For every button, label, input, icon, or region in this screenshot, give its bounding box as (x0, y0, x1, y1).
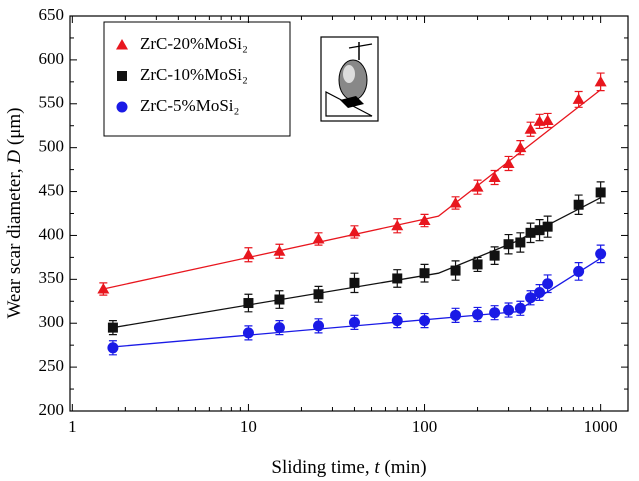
marker (542, 278, 554, 290)
y-tick-label: 600 (39, 49, 65, 68)
marker (595, 248, 607, 260)
marker (117, 71, 127, 81)
fit-line (112, 197, 601, 329)
y-tick-label: 200 (39, 400, 65, 419)
marker (594, 75, 607, 87)
marker (541, 114, 554, 125)
marker (273, 322, 285, 334)
x-tick-label: 10 (240, 417, 257, 436)
marker (116, 101, 128, 113)
marker (573, 199, 584, 210)
marker (450, 309, 462, 321)
marker (514, 302, 526, 314)
marker (595, 187, 606, 198)
marker (419, 268, 430, 279)
marker (348, 225, 361, 237)
y-title-part: Wear scar diameter, (4, 164, 25, 319)
marker (503, 304, 515, 316)
legend-box (103, 21, 291, 137)
y-tick-label: 250 (39, 356, 65, 375)
marker (524, 123, 537, 134)
marker (525, 227, 536, 238)
marker (514, 141, 527, 153)
marker (450, 265, 461, 276)
inset-icon (320, 36, 379, 122)
marker (107, 322, 118, 333)
x-title-part: (min) (380, 457, 427, 478)
x-tick-label: 100 (412, 417, 438, 436)
marker (391, 315, 403, 327)
marker (313, 320, 325, 332)
marker (419, 315, 431, 327)
marker (418, 214, 431, 226)
y-title-part: (μm) (4, 107, 25, 149)
marker (348, 316, 360, 328)
y-axis-title: Wear scar diameter, D (μm) (4, 107, 25, 318)
marker (472, 259, 483, 270)
marker (97, 282, 110, 294)
x-axis-title: Sliding time, t (min) (271, 457, 426, 478)
x-title-part: Sliding time, (271, 457, 374, 478)
y-title-part: D (4, 150, 25, 165)
marker (273, 245, 286, 256)
marker (534, 287, 546, 298)
y-tick-label: 550 (39, 93, 65, 112)
marker (488, 171, 501, 183)
marker (525, 292, 537, 304)
marker (392, 273, 403, 284)
x-title-part: t (374, 457, 380, 478)
y-tick-label: 350 (39, 268, 65, 287)
marker (312, 232, 325, 244)
marker (313, 289, 324, 300)
legend-label: ZrC-5%MoSi₂ (140, 96, 239, 115)
marker (572, 93, 585, 104)
fit-line (103, 89, 602, 290)
y-tick-label: 400 (39, 224, 65, 243)
marker (489, 307, 501, 319)
marker (116, 39, 128, 50)
legend-label: ZrC-20%MoSi₂ (140, 34, 248, 53)
marker (107, 342, 119, 354)
marker (542, 221, 553, 232)
marker (449, 196, 462, 208)
y-tick-label: 300 (39, 312, 65, 331)
x-tick-label: 1 (68, 417, 77, 436)
marker (391, 219, 404, 231)
marker (489, 250, 500, 261)
marker (515, 237, 526, 248)
marker (242, 248, 255, 260)
marker (533, 115, 546, 126)
x-tick-label: 1000 (584, 417, 618, 436)
y-tick-label: 450 (39, 180, 65, 199)
marker (573, 265, 585, 277)
marker (534, 225, 545, 236)
y-tick-label: 650 (39, 5, 65, 24)
marker (503, 239, 514, 250)
marker (242, 327, 254, 339)
marker (502, 157, 515, 168)
marker (472, 308, 484, 320)
marker (274, 294, 285, 305)
legend-label: ZrC-10%MoSi₂ (140, 65, 248, 84)
y-tick-label: 500 (39, 137, 65, 156)
marker (243, 298, 254, 309)
marker (471, 181, 484, 192)
marker (349, 277, 360, 288)
